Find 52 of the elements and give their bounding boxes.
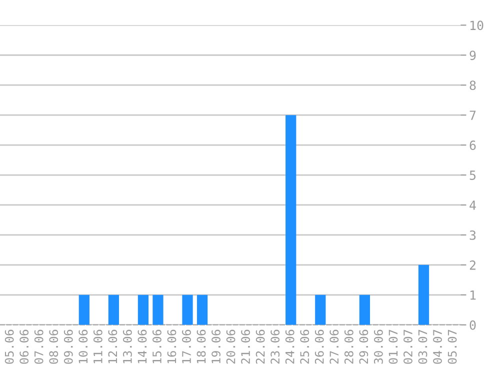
x-tick-label: 05.07: [448, 330, 457, 364]
x-tick-label: 11.06: [93, 330, 102, 364]
x-tick-label: 28.06: [344, 330, 354, 364]
x-tick-label: 12.06: [108, 330, 118, 364]
bar: [138, 294, 149, 325]
bar: [182, 294, 193, 325]
y-tick-label: 4: [470, 200, 476, 210]
x-tick-label: 04.07: [433, 330, 442, 364]
y-tick-label: 6: [470, 140, 476, 150]
y-tick-label: 3: [470, 230, 476, 240]
x-tick-label: 30.06: [374, 330, 383, 364]
y-tick-label: 1: [470, 290, 476, 300]
bar: [152, 294, 164, 325]
y-tick-label: 2: [470, 260, 476, 270]
y-tick-label: 0: [470, 320, 476, 330]
x-tick-label: 08.06: [49, 330, 58, 364]
bar: [196, 294, 208, 325]
bar: [359, 294, 370, 325]
bar: [108, 294, 119, 325]
y-tick-label: 10: [470, 20, 484, 30]
bar: [418, 264, 430, 325]
x-tick-label: 21.06: [241, 330, 250, 364]
x-tick-label: 17.06: [182, 330, 191, 364]
y-tick-label: 7: [470, 110, 476, 120]
x-tick-label: 18.06: [196, 330, 206, 364]
x-tick-label: 15.06: [152, 330, 162, 364]
x-tick-label: 27.06: [330, 330, 339, 364]
x-tick-label: 16.06: [167, 330, 176, 364]
x-tick-label: 14.06: [138, 330, 147, 364]
x-tick-label: 29.06: [359, 330, 368, 364]
x-tick-label: 06.06: [20, 330, 29, 364]
x-tick-label: 20.06: [226, 330, 236, 364]
x-tick-label: 19.06: [212, 330, 220, 364]
y-tick-label: 8: [470, 80, 476, 90]
x-tick-label: 01.07: [388, 330, 398, 364]
x-tick-label: 09.06: [64, 330, 73, 364]
y-tick-label: 9: [470, 50, 476, 60]
bar: [78, 294, 90, 325]
x-tick-label: 02.07: [404, 330, 412, 364]
x-tick-label: 23.06: [270, 330, 280, 364]
bar: [315, 294, 326, 325]
x-tick-label: 26.06: [314, 330, 324, 364]
x-tick-label: 10.06: [78, 330, 88, 364]
y-tick-label: 5: [470, 170, 476, 180]
x-tick-label: 25.06: [300, 330, 310, 364]
x-tick-label: 07.06: [34, 330, 44, 364]
x-tick-label: 05.06: [4, 330, 14, 364]
x-tick-label: 03.07: [418, 330, 428, 364]
x-tick-label: 24.06: [285, 330, 294, 364]
x-tick-label: 13.06: [122, 330, 132, 364]
bar: [286, 115, 296, 325]
x-tick-label: 22.06: [256, 330, 265, 364]
